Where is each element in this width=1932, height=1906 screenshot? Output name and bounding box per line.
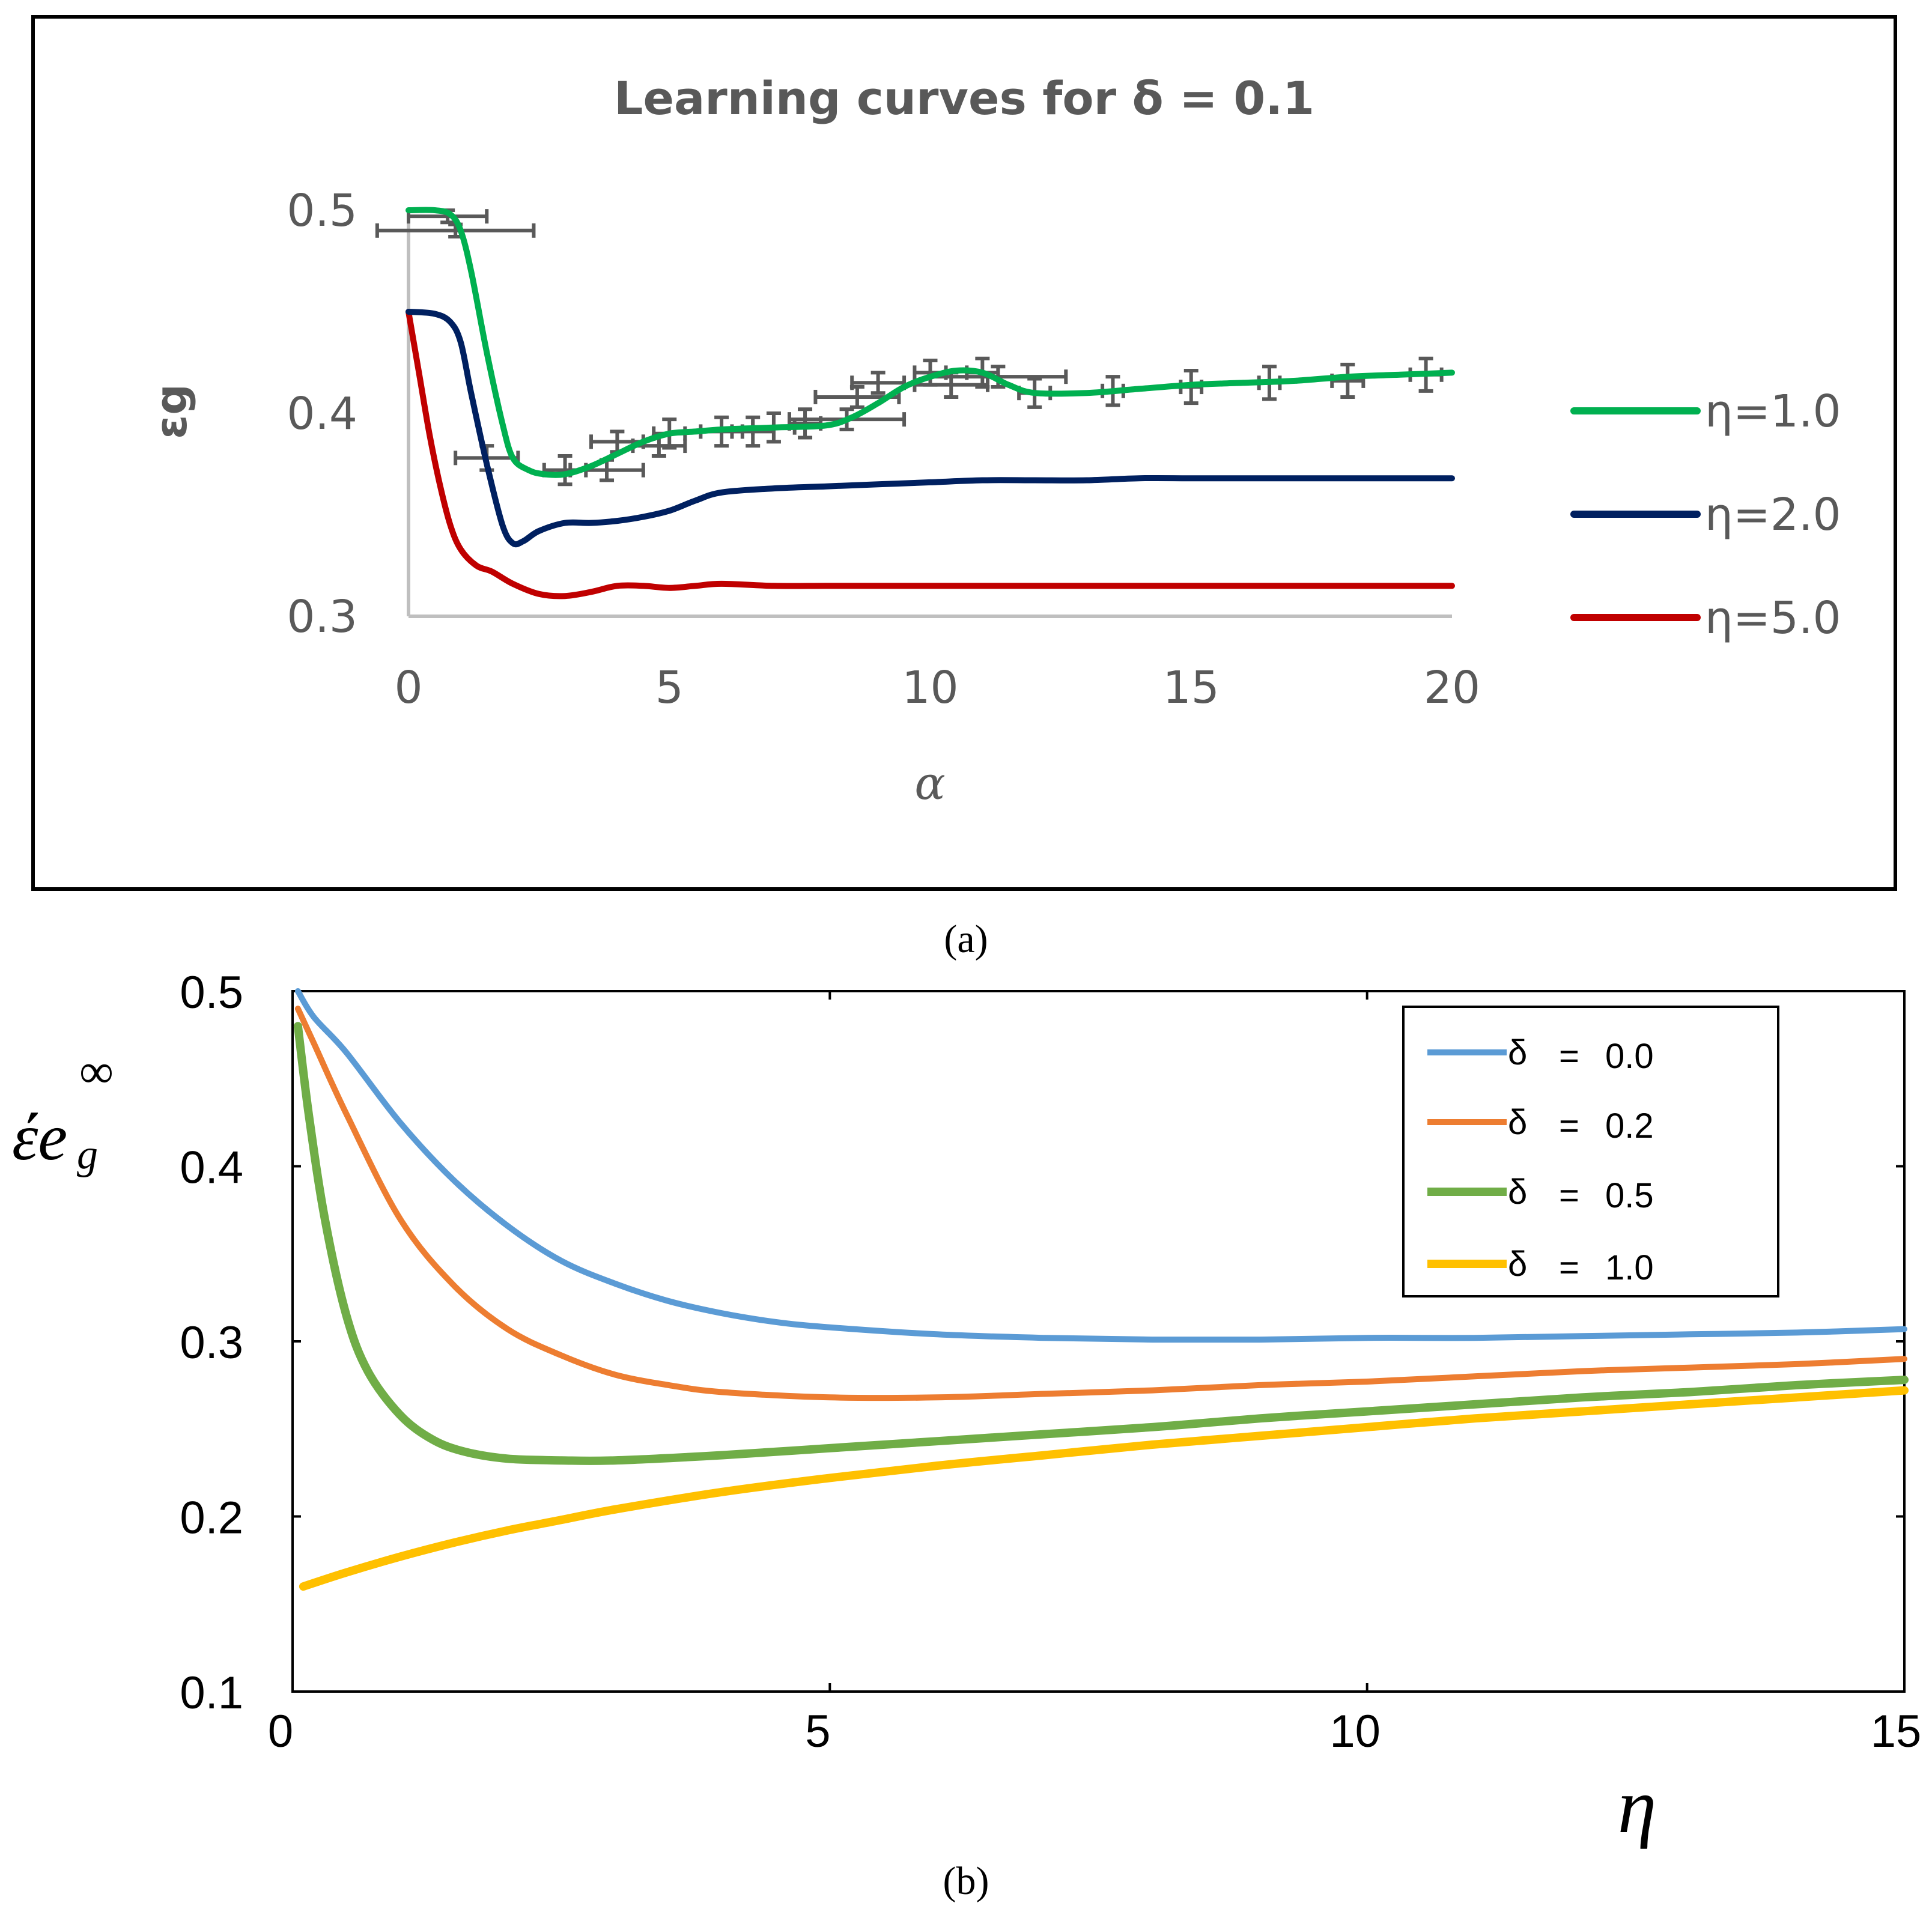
series-line-delta-0-2 xyxy=(294,1006,1907,1401)
panel-a-x-axis-label: α xyxy=(914,756,945,810)
series-line--5-0 xyxy=(406,309,1455,599)
legend-equals: = xyxy=(1559,1176,1579,1215)
legend-entry: δ = 1.0 xyxy=(1427,1245,1654,1287)
legend-delta-symbol: δ xyxy=(1508,1173,1527,1212)
series-line-delta-0-0 xyxy=(294,988,1907,1343)
panel-b-y-label-main: έe xyxy=(12,1100,67,1174)
legend-value: 0.5 xyxy=(1605,1176,1654,1215)
panel-a-y-axis-label: εg xyxy=(146,384,196,439)
panel-a-series xyxy=(406,207,1455,599)
legend-delta-symbol: δ xyxy=(1508,1033,1527,1072)
panel-a-y-tick-labels: 0.3 0.4 0.5 xyxy=(287,185,357,643)
series-line-delta-1-0 xyxy=(299,1386,1909,1591)
caption-b: (b) xyxy=(943,1859,989,1903)
legend-entry: η=2.0 xyxy=(1570,489,1841,541)
panel-b-y-label-sup: ∞ xyxy=(79,1045,114,1098)
y-tick-label: 0.4 xyxy=(287,388,357,440)
panel-b: 0 5 10 15 0.1 0.2 0.3 0.4 0.5 η έe g ∞ δ = 0.0 δ = 0… xyxy=(12,967,1921,1850)
x-tick-label: 5 xyxy=(655,662,684,714)
y-tick-label: 0.3 xyxy=(287,591,357,643)
error-bar-0 xyxy=(375,222,536,238)
legend-value: 1.0 xyxy=(1605,1248,1654,1287)
legend-entry: δ = 0.2 xyxy=(1427,1103,1654,1146)
panel-b-y-axis-label: έe g ∞ xyxy=(12,1045,114,1178)
panel-a-x-tick-labels: 0 5 10 15 20 xyxy=(394,662,1480,714)
panel-a-legend: η=1.0 η=2.0 η=5.0 xyxy=(1570,386,1841,644)
legend-entry: δ = 0.5 xyxy=(1427,1173,1654,1215)
panel-b-tick-marks xyxy=(291,990,1906,1693)
legend-entry: η=5.0 xyxy=(1570,592,1841,644)
x-tick-label: 20 xyxy=(1424,662,1480,714)
legend-label: η=5.0 xyxy=(1705,592,1841,644)
panel-b-y-tick-labels: 0.1 0.2 0.3 0.4 0.5 xyxy=(180,967,243,1719)
y-tick-label: 0.3 xyxy=(180,1317,243,1368)
legend-equals: = xyxy=(1559,1106,1579,1146)
panel-b-series xyxy=(293,988,1909,1591)
series-line-delta-0-5 xyxy=(293,1022,1909,1465)
legend-equals: = xyxy=(1559,1248,1579,1287)
legend-entry: η=1.0 xyxy=(1570,386,1841,437)
y-tick-label: 0.5 xyxy=(287,185,357,237)
panel-a: Learning curves for δ = 0.1 0 5 10 15 20 0.3… xyxy=(31,15,1897,891)
y-tick-label: 0.4 xyxy=(180,1143,243,1194)
legend-entry: δ = 0.0 xyxy=(1427,1033,1654,1076)
panel-b-x-axis-label: η xyxy=(1618,1763,1657,1850)
y-tick-label: 0.1 xyxy=(180,1668,243,1719)
legend-delta-symbol: δ xyxy=(1508,1245,1527,1284)
legend-label: η=2.0 xyxy=(1705,489,1841,541)
x-tick-label: 0 xyxy=(268,1706,293,1757)
panel-a-title: Learning curves for δ = 0.1 xyxy=(614,71,1314,125)
series-line--1-0 xyxy=(406,207,1455,478)
x-tick-label: 10 xyxy=(902,662,958,714)
y-tick-label: 0.2 xyxy=(180,1493,243,1544)
panel-b-legend: δ = 0.0 δ = 0.2 δ = 0.5 δ = 1.0 xyxy=(1402,1006,1779,1297)
panel-b-y-label-sub: g xyxy=(77,1132,98,1178)
legend-value: 0.2 xyxy=(1605,1106,1654,1146)
x-tick-label: 15 xyxy=(1871,1706,1922,1757)
series-line--2-0 xyxy=(406,309,1455,548)
x-tick-label: 10 xyxy=(1329,1706,1381,1757)
x-tick-label: 0 xyxy=(394,662,422,714)
legend-delta-symbol: δ xyxy=(1508,1103,1527,1142)
panel-b-x-tick-labels: 0 5 10 15 xyxy=(268,1706,1921,1757)
legend-value: 0.0 xyxy=(1605,1037,1654,1076)
legend-equals: = xyxy=(1559,1037,1579,1076)
caption-a: (a) xyxy=(944,917,988,961)
x-tick-label: 5 xyxy=(805,1706,830,1757)
x-tick-label: 15 xyxy=(1163,662,1220,714)
legend-label: η=1.0 xyxy=(1705,386,1841,437)
y-tick-label: 0.5 xyxy=(180,967,243,1018)
panel-a-frame xyxy=(31,15,1897,891)
